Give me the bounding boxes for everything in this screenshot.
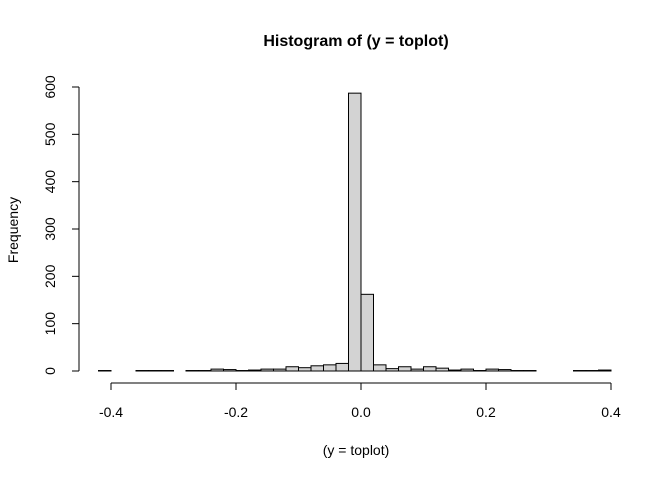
histogram-bar (323, 364, 337, 372)
y-tick-label: 0 (42, 367, 58, 375)
y-tick-label: 400 (42, 170, 58, 194)
x-tick-label: 0.0 (351, 404, 371, 420)
histogram-bar (273, 368, 287, 372)
y-tick-label: 600 (42, 75, 58, 99)
histogram-bar (285, 366, 299, 372)
bars-group (98, 92, 612, 372)
histogram-bar (398, 366, 412, 372)
x-tick-label: -0.2 (224, 404, 248, 420)
histogram-bar (298, 367, 312, 372)
histogram-bar (385, 368, 399, 372)
histogram-bar (360, 293, 374, 372)
histogram-bar (310, 365, 324, 372)
y-axis-label: Frequency (5, 197, 21, 263)
x-tick-label: -0.4 (99, 404, 123, 420)
x-tick-label: 0.4 (601, 404, 621, 420)
histogram-bar (410, 368, 424, 372)
histogram-bar (423, 366, 437, 372)
histogram-bar (598, 369, 612, 372)
histogram-bar (335, 362, 349, 372)
histogram-bar (248, 369, 262, 372)
histogram-bar (373, 364, 387, 372)
x-tick-label: 0.2 (476, 404, 496, 420)
x-axis-label: (y = toplot) (323, 442, 390, 458)
y-tick-label: 100 (42, 312, 58, 336)
chart-title: Histogram of (y = toplot) (263, 33, 448, 50)
histogram-bar (460, 368, 474, 372)
histogram-bar (348, 92, 362, 372)
histogram-bar (210, 368, 224, 372)
y-axis: 0 100 200 300 400 500 600 (42, 75, 80, 375)
histogram-bar (448, 369, 462, 372)
y-tick-label: 200 (42, 264, 58, 288)
histogram-bar (485, 368, 499, 372)
y-tick-label: 500 (42, 122, 58, 146)
histogram-bar (260, 368, 274, 372)
histogram-bar (498, 369, 512, 372)
histogram-bar (435, 367, 449, 372)
y-tick-label: 300 (42, 217, 58, 241)
x-axis: -0.4 -0.2 0.0 0.2 0.4 (99, 382, 621, 420)
histogram-bar (223, 369, 237, 372)
